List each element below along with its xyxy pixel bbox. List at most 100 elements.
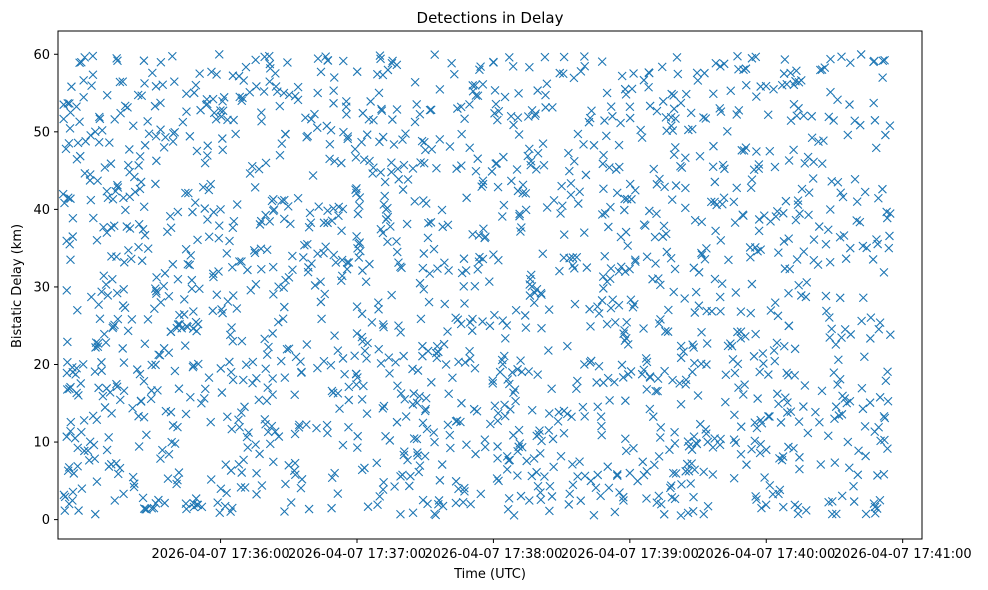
data-point bbox=[476, 62, 485, 72]
data-point bbox=[757, 503, 766, 513]
data-point bbox=[161, 132, 170, 142]
data-point bbox=[659, 221, 669, 231]
data-point bbox=[334, 211, 343, 221]
data-point bbox=[815, 417, 824, 427]
data-point bbox=[387, 58, 397, 68]
data-point bbox=[841, 254, 851, 264]
data-point bbox=[157, 445, 167, 455]
data-point bbox=[614, 266, 624, 276]
data-point bbox=[72, 305, 82, 315]
data-point bbox=[330, 331, 339, 340]
data-point bbox=[325, 154, 334, 164]
data-point bbox=[708, 89, 718, 99]
data-point bbox=[738, 210, 748, 220]
data-point bbox=[761, 500, 771, 510]
data-point bbox=[786, 68, 795, 78]
data-point bbox=[103, 291, 113, 300]
data-point bbox=[502, 464, 512, 474]
data-point bbox=[494, 476, 503, 486]
data-point bbox=[734, 105, 744, 115]
data-point bbox=[372, 458, 382, 468]
data-point bbox=[188, 207, 197, 217]
data-point bbox=[143, 244, 153, 254]
data-point bbox=[733, 51, 742, 61]
data-point bbox=[772, 389, 782, 399]
data-point bbox=[672, 52, 682, 62]
data-point bbox=[261, 210, 271, 220]
data-point bbox=[715, 440, 725, 450]
data-point bbox=[793, 196, 803, 205]
data-point bbox=[559, 428, 569, 438]
data-point bbox=[425, 105, 435, 115]
data-point bbox=[189, 502, 199, 512]
data-point bbox=[489, 250, 498, 260]
data-point bbox=[655, 433, 665, 442]
data-point bbox=[438, 501, 448, 511]
data-point bbox=[470, 363, 480, 373]
data-point bbox=[846, 330, 856, 339]
data-point bbox=[885, 121, 895, 130]
data-point bbox=[173, 320, 183, 329]
data-point bbox=[540, 52, 550, 62]
data-point bbox=[683, 508, 693, 518]
data-point bbox=[186, 251, 196, 260]
data-point bbox=[279, 88, 289, 98]
data-point bbox=[323, 218, 332, 228]
data-point bbox=[489, 58, 498, 67]
data-point bbox=[327, 216, 337, 226]
data-point bbox=[822, 306, 831, 316]
data-point bbox=[549, 462, 559, 472]
data-point bbox=[398, 135, 407, 144]
data-point bbox=[465, 100, 474, 109]
data-point bbox=[676, 341, 686, 351]
data-point bbox=[353, 209, 363, 219]
data-point bbox=[128, 403, 138, 413]
data-point bbox=[101, 338, 111, 347]
data-point bbox=[747, 175, 757, 184]
data-point bbox=[542, 203, 552, 212]
data-point bbox=[430, 509, 439, 519]
data-point bbox=[147, 68, 157, 78]
data-point bbox=[351, 153, 361, 162]
data-point bbox=[693, 391, 703, 400]
data-point bbox=[97, 287, 107, 297]
data-point bbox=[681, 183, 690, 193]
data-point bbox=[800, 158, 810, 168]
data-point bbox=[64, 463, 74, 472]
data-point bbox=[326, 360, 336, 370]
data-point bbox=[226, 367, 236, 377]
data-point bbox=[597, 430, 607, 440]
data-point bbox=[608, 111, 617, 121]
data-point bbox=[406, 471, 415, 481]
data-point bbox=[790, 371, 800, 380]
data-point bbox=[680, 153, 690, 163]
data-point bbox=[228, 375, 238, 385]
data-point bbox=[134, 242, 143, 252]
x-axis-label: Time (UTC) bbox=[453, 567, 526, 582]
data-point bbox=[722, 127, 732, 136]
data-point bbox=[378, 228, 388, 238]
data-point bbox=[564, 148, 573, 158]
data-point bbox=[251, 55, 261, 65]
data-point bbox=[123, 103, 132, 112]
data-point bbox=[394, 321, 403, 331]
data-point bbox=[681, 466, 691, 476]
data-point bbox=[654, 319, 664, 328]
data-point bbox=[113, 56, 122, 66]
data-point bbox=[668, 468, 678, 478]
data-point bbox=[168, 259, 178, 269]
data-point bbox=[623, 339, 633, 349]
data-point bbox=[88, 213, 98, 223]
data-point bbox=[229, 115, 239, 125]
data-point bbox=[374, 88, 384, 98]
data-point bbox=[681, 89, 691, 99]
data-point bbox=[823, 225, 833, 235]
data-point bbox=[280, 373, 290, 382]
data-point bbox=[717, 199, 727, 209]
data-point bbox=[323, 428, 332, 438]
data-point bbox=[629, 299, 639, 309]
data-point bbox=[94, 137, 104, 147]
data-point bbox=[615, 488, 624, 497]
data-point bbox=[518, 188, 528, 198]
data-point bbox=[144, 129, 154, 139]
